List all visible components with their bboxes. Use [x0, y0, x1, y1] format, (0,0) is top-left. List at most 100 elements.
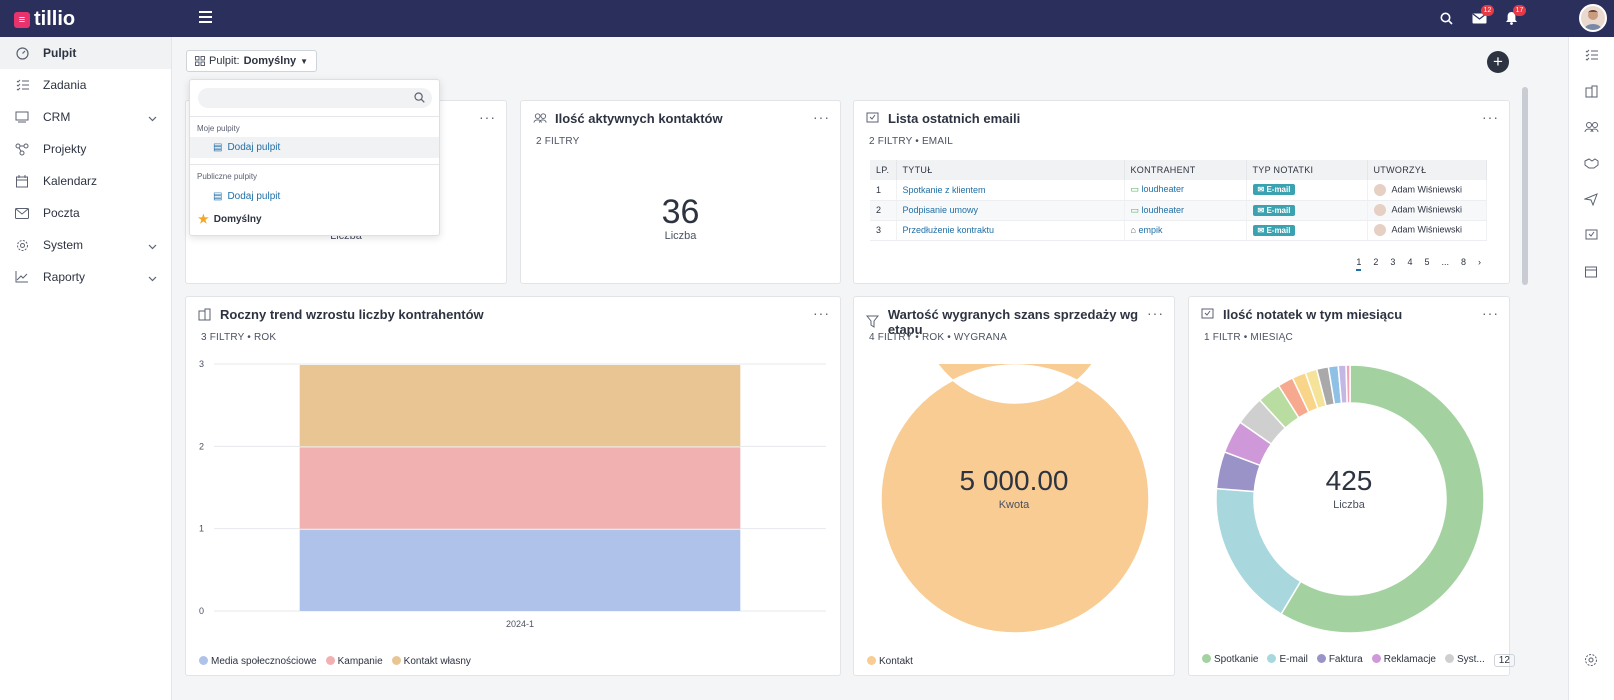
row-author: Adam Wiśniewski — [1367, 200, 1487, 221]
caret-down-icon: ▼ — [300, 56, 309, 66]
row-author: Adam Wiśniewski — [1367, 180, 1487, 201]
row-contractor-link[interactable]: ⌂ empik — [1124, 220, 1247, 241]
page-link[interactable]: 5 — [1424, 257, 1430, 267]
note-type-text: E-mail — [1266, 225, 1291, 235]
search-icon[interactable] — [1437, 9, 1455, 27]
legend-item[interactable]: Media społecznościowe — [199, 656, 317, 667]
page-link[interactable]: 3 — [1390, 257, 1396, 267]
row-author-text: Adam Wiśniewski — [1391, 204, 1463, 215]
dashboard-search-input[interactable] — [198, 88, 432, 108]
sidebar-item-zadania[interactable]: Zadania — [0, 69, 171, 101]
row-contractor-text: empik — [1138, 225, 1163, 235]
calendar-icon[interactable] — [1582, 262, 1600, 280]
menu-toggle-icon[interactable] — [199, 11, 212, 23]
sidebar-item-crm[interactable]: CRM — [0, 101, 171, 133]
divider — [190, 164, 439, 165]
row-title-link[interactable]: Przedłużenie kontraktu — [896, 220, 1125, 241]
page-link[interactable]: 8 — [1460, 257, 1466, 267]
row-contractor-link[interactable]: ▭ loudheater — [1124, 200, 1247, 221]
legend-item[interactable]: Kontakt własny — [391, 656, 471, 667]
chart-icon — [14, 269, 30, 285]
legend-item[interactable]: Kontakt — [867, 656, 913, 667]
row-title-link[interactable]: Podpisanie umowy — [896, 200, 1125, 221]
page-link[interactable]: 2 — [1373, 257, 1379, 267]
tasks-icon[interactable] — [1582, 46, 1600, 64]
chevron-down-icon[interactable] — [148, 239, 157, 253]
legend-item[interactable]: Syst... — [1444, 654, 1485, 667]
chevron-down-icon[interactable] — [148, 111, 157, 125]
building-icon[interactable] — [1582, 82, 1600, 100]
column-header[interactable]: TYTUŁ — [896, 160, 1125, 180]
table-row[interactable]: 3 Przedłużenie kontraktu ⌂ empik ✉ E-mai… — [870, 220, 1487, 241]
chevron-down-icon[interactable] — [148, 271, 157, 285]
more-options-icon[interactable]: ··· — [813, 305, 830, 321]
legend-item[interactable]: Spotkanie — [1202, 654, 1258, 667]
more-options-icon[interactable]: ··· — [479, 109, 496, 125]
row-lp: 1 — [870, 180, 897, 201]
sidebar-item-system[interactable]: System — [0, 229, 171, 261]
logo-mark-icon: ≡ — [14, 11, 30, 28]
legend-label: Spotkanie — [1214, 654, 1259, 665]
dashboard-select-value: Domyślny — [243, 55, 297, 67]
sidebar: Pulpit Zadania CRM Projekty Kalendarz Po… — [0, 37, 172, 700]
mail-icon[interactable]: 12 — [1470, 5, 1494, 27]
grid-icon — [195, 56, 205, 66]
legend-item[interactable]: Faktura — [1316, 654, 1363, 667]
card-value-label: Liczba — [664, 230, 697, 242]
add-widget-button[interactable]: + — [1487, 51, 1509, 73]
table-row[interactable]: 1 Spotkanie z klientem ▭ loudheater ✉ E-… — [870, 180, 1487, 201]
legend-item[interactable]: Kampanie — [325, 656, 383, 667]
y-tick-label: 0 — [199, 606, 204, 616]
dropdown-group-public: Publiczne pulpity — [197, 172, 258, 181]
donut-center-label: Kwota — [998, 499, 1030, 511]
handshake-icon[interactable] — [1582, 154, 1600, 172]
more-options-icon[interactable]: ··· — [813, 109, 830, 125]
page-link[interactable]: 4 — [1407, 257, 1413, 267]
default-dashboard-item[interactable]: ★ Domyślny — [198, 212, 262, 226]
legend-more-count[interactable]: 12 — [1493, 654, 1515, 667]
user-avatar[interactable] — [1579, 4, 1607, 32]
row-type: ✉ E-mail — [1246, 220, 1368, 241]
search-icon[interactable] — [414, 92, 425, 106]
legend-dot — [325, 656, 335, 665]
app-logo[interactable]: ≡ tillio — [14, 8, 75, 31]
contractor-icon: ▭ — [1130, 184, 1142, 195]
column-header[interactable]: TYP NOTATKI — [1246, 160, 1368, 180]
won-donut-chart — [880, 364, 1150, 634]
contacts-icon[interactable] — [1582, 118, 1600, 136]
column-header[interactable]: KONTRAHENT — [1124, 160, 1247, 180]
dashboard-add-icon: ▤ — [213, 142, 223, 153]
column-header[interactable]: LP. — [870, 160, 897, 180]
card-title-text: Ilość notatek w tym miesiącu — [1223, 307, 1403, 322]
page-link[interactable]: 1 — [1356, 257, 1362, 271]
sidebar-item-raporty[interactable]: Raporty — [0, 261, 171, 293]
more-options-icon[interactable]: ··· — [1482, 305, 1499, 321]
sidebar-item-projekty[interactable]: Projekty — [0, 133, 171, 165]
legend-item[interactable]: Reklamacje — [1371, 654, 1436, 667]
add-my-dashboard-item[interactable]: ▤ Dodaj pulpit — [190, 137, 439, 158]
bell-icon[interactable]: 17 — [1502, 5, 1526, 27]
column-header[interactable]: UTWORZYŁ — [1367, 160, 1487, 180]
note-icon[interactable] — [1582, 226, 1600, 244]
more-options-icon[interactable]: ··· — [1482, 109, 1499, 125]
add-public-dashboard-item[interactable]: ▤ Dodaj pulpit — [190, 186, 439, 207]
sidebar-item-kalendarz[interactable]: Kalendarz — [0, 165, 171, 197]
sidebar-item-poczta[interactable]: Poczta — [0, 197, 171, 229]
row-contractor-link[interactable]: ▭ loudheater — [1124, 180, 1247, 201]
more-options-icon[interactable]: ··· — [1147, 305, 1164, 321]
send-icon[interactable] — [1582, 190, 1600, 208]
sidebar-item-label: Kalendarz — [43, 174, 98, 188]
sidebar-item-pulpit[interactable]: Pulpit — [0, 37, 171, 69]
page-scrollbar[interactable] — [1522, 87, 1528, 285]
sidebar-item-label: CRM — [43, 110, 71, 124]
table-row[interactable]: 2 Podpisanie umowy ▭ loudheater ✉ E-mail… — [870, 200, 1487, 221]
legend-dot — [867, 656, 876, 665]
dashboard-select[interactable]: Pulpit: Domyślny ▼ — [186, 50, 318, 72]
bar-segment — [299, 365, 741, 447]
row-author-text: Adam Wiśniewski — [1391, 224, 1463, 235]
next-page-icon[interactable]: › — [1478, 257, 1481, 267]
legend-item[interactable]: E-mail — [1267, 654, 1308, 667]
row-title-link[interactable]: Spotkanie z klientem — [896, 180, 1125, 201]
settings-icon[interactable] — [1582, 651, 1600, 669]
legend-label: Faktura — [1328, 654, 1363, 665]
